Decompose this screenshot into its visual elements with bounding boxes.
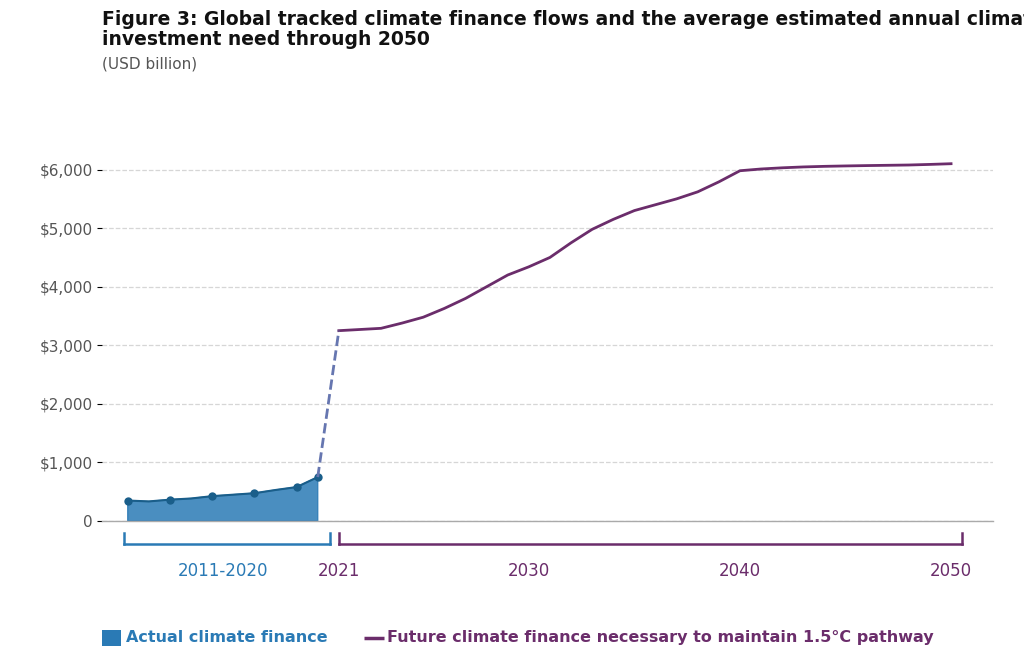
Text: Actual climate finance: Actual climate finance	[126, 631, 328, 645]
Text: 2050: 2050	[930, 562, 972, 580]
Text: 2011-2020: 2011-2020	[177, 562, 268, 580]
Text: 2021: 2021	[317, 562, 360, 580]
Polygon shape	[128, 477, 317, 521]
Text: (USD billion): (USD billion)	[102, 57, 198, 71]
Text: investment need through 2050: investment need through 2050	[102, 30, 430, 49]
Text: 2040: 2040	[719, 562, 761, 580]
Text: Figure 3: Global tracked climate finance flows and the average estimated annual : Figure 3: Global tracked climate finance…	[102, 10, 1024, 29]
Text: Future climate finance necessary to maintain 1.5°C pathway: Future climate finance necessary to main…	[387, 631, 934, 645]
Text: 2030: 2030	[508, 562, 550, 580]
